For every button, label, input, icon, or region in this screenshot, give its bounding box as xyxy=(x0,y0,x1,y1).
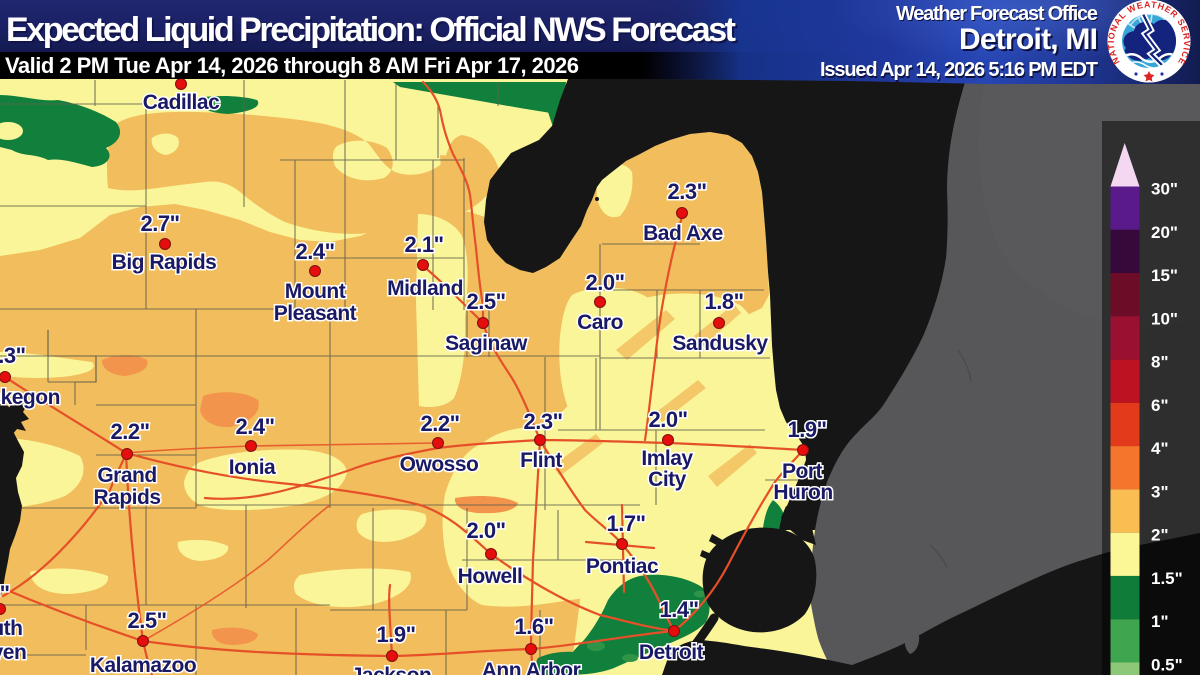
svg-text:8": 8" xyxy=(1151,353,1169,372)
svg-text:Big Rapids: Big Rapids xyxy=(112,251,217,274)
svg-text:Mount: Mount xyxy=(285,280,346,303)
svg-text:3": 3" xyxy=(1151,482,1169,501)
svg-text:Jackson: Jackson xyxy=(351,664,432,675)
svg-text:Ionia: Ionia xyxy=(229,456,276,479)
svg-text:6": 6" xyxy=(1151,396,1169,415)
svg-text:Detroit: Detroit xyxy=(639,641,704,664)
svg-text:Issued Apr 14, 2026 5:16 PM ED: Issued Apr 14, 2026 5:16 PM EDT xyxy=(820,59,1098,81)
svg-text:1.6": 1.6" xyxy=(514,614,553,639)
svg-text:2.4": 2.4" xyxy=(235,414,274,439)
svg-text:15": 15" xyxy=(1151,266,1178,285)
svg-text:1.4": 1.4" xyxy=(659,597,698,622)
svg-text:2.0": 2.0" xyxy=(648,407,687,432)
svg-text:Kalamazoo: Kalamazoo xyxy=(90,654,196,675)
svg-text:1.7": 1.7" xyxy=(606,511,645,536)
svg-text:Weather Forecast Office: Weather Forecast Office xyxy=(896,3,1098,25)
svg-text:2.2": 2.2" xyxy=(110,419,149,444)
svg-text:Haven: Haven xyxy=(0,641,26,664)
svg-text:2.3": 2.3" xyxy=(523,409,562,434)
svg-text:Owosso: Owosso xyxy=(400,453,479,476)
svg-text:Howell: Howell xyxy=(458,565,523,588)
svg-text:10": 10" xyxy=(1151,309,1178,328)
svg-text:1.9": 1.9" xyxy=(787,417,826,442)
svg-text:Pleasant: Pleasant xyxy=(274,302,357,325)
svg-text:Rapids: Rapids xyxy=(93,486,160,509)
svg-text:Cadillac: Cadillac xyxy=(143,91,220,114)
svg-text:Valid 2 PM Tue Apr 14, 2026 th: Valid 2 PM Tue Apr 14, 2026 through 8 AM… xyxy=(5,53,579,78)
svg-text:2.7": 2.7" xyxy=(140,211,179,236)
svg-text:1": 1" xyxy=(1151,612,1169,631)
svg-text:1.9": 1.9" xyxy=(376,622,415,647)
svg-text:Flint: Flint xyxy=(520,449,562,472)
svg-text:Imlay: Imlay xyxy=(641,447,693,470)
svg-text:Huron: Huron xyxy=(773,481,832,504)
svg-text:Detroit, MI: Detroit, MI xyxy=(959,23,1098,56)
svg-text:Expected Liquid Precipitation:: Expected Liquid Precipitation: Official … xyxy=(8,13,738,51)
svg-text:0.5": 0.5" xyxy=(1151,656,1183,675)
svg-text:2.4": 2.4" xyxy=(295,239,334,264)
svg-text:Caro: Caro xyxy=(577,311,623,334)
svg-text:Bad Axe: Bad Axe xyxy=(643,222,723,245)
svg-text:Sandusky: Sandusky xyxy=(672,332,768,355)
svg-text:Midland: Midland xyxy=(387,277,463,300)
svg-text:2": 2" xyxy=(1151,526,1169,545)
svg-text:Pontiac: Pontiac xyxy=(586,555,659,578)
svg-text:20": 20" xyxy=(1151,223,1178,242)
svg-text:2.0": 2.0" xyxy=(585,270,624,295)
svg-text:30": 30" xyxy=(1151,180,1178,199)
svg-text:1.8": 1.8" xyxy=(704,289,743,314)
svg-text:2.0": 2.0" xyxy=(466,518,505,543)
svg-text:South: South xyxy=(0,617,22,640)
svg-text:4": 4" xyxy=(1151,439,1169,458)
svg-text:2.3": 2.3" xyxy=(0,343,26,368)
svg-text:1.5": 1.5" xyxy=(1151,569,1183,588)
svg-text:2.2": 2.2" xyxy=(420,411,459,436)
svg-text:Expected Liquid Precipitation:: Expected Liquid Precipitation: Official … xyxy=(6,11,736,49)
svg-text:2.5": 2.5" xyxy=(127,608,166,633)
svg-text:Ann Arbor: Ann Arbor xyxy=(482,659,581,675)
svg-text:2.3": 2.3" xyxy=(667,179,706,204)
svg-text:City: City xyxy=(648,468,686,491)
svg-text:Muskegon: Muskegon xyxy=(0,386,60,409)
svg-text:Issued Apr 14, 2026 5:16 PM ED: Issued Apr 14, 2026 5:16 PM EDT xyxy=(821,61,1099,83)
svg-text:Saginaw: Saginaw xyxy=(445,332,528,355)
svg-text:2.5": 2.5" xyxy=(466,289,505,314)
svg-text:Weather Forecast Office: Weather Forecast Office xyxy=(897,4,1099,26)
svg-text:Detroit, MI: Detroit, MI xyxy=(961,25,1100,58)
svg-text:Grand: Grand xyxy=(97,464,156,487)
svg-text:2.0": 2.0" xyxy=(0,581,10,606)
svg-text:2.1": 2.1" xyxy=(404,232,443,257)
svg-text:Port: Port xyxy=(782,460,823,483)
